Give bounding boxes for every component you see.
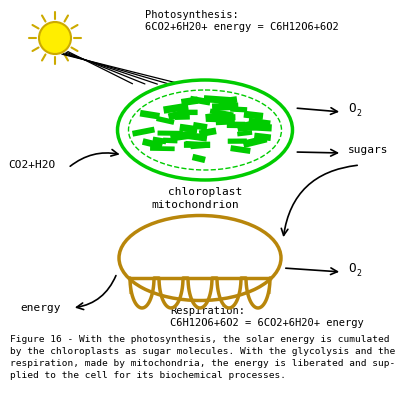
FancyBboxPatch shape (158, 130, 183, 136)
Text: mitochondrion: mitochondrion (151, 200, 239, 210)
FancyBboxPatch shape (132, 127, 155, 136)
FancyBboxPatch shape (172, 131, 190, 138)
Ellipse shape (128, 90, 282, 170)
FancyBboxPatch shape (210, 108, 234, 118)
FancyBboxPatch shape (230, 106, 247, 112)
FancyBboxPatch shape (244, 111, 263, 120)
FancyBboxPatch shape (184, 132, 208, 142)
FancyBboxPatch shape (175, 114, 190, 120)
FancyBboxPatch shape (193, 122, 208, 131)
FancyBboxPatch shape (140, 110, 160, 120)
FancyBboxPatch shape (190, 96, 211, 106)
FancyBboxPatch shape (152, 137, 166, 144)
FancyBboxPatch shape (228, 138, 247, 144)
FancyBboxPatch shape (179, 124, 198, 133)
Ellipse shape (119, 216, 281, 300)
FancyBboxPatch shape (206, 115, 219, 122)
Text: Photosynthesis:
6CO2+6H20+ energy = C6H12O6+6O2: Photosynthesis: 6CO2+6H20+ energy = C6H1… (145, 10, 339, 32)
FancyBboxPatch shape (204, 95, 230, 104)
FancyBboxPatch shape (205, 112, 226, 120)
Text: Figure 16 - With the photosynthesis, the solar energy is cumulated
by the chloro: Figure 16 - With the photosynthesis, the… (10, 335, 395, 380)
FancyBboxPatch shape (212, 114, 236, 121)
FancyBboxPatch shape (237, 119, 263, 131)
FancyBboxPatch shape (227, 122, 246, 128)
Text: energy: energy (20, 303, 60, 313)
FancyBboxPatch shape (168, 110, 183, 120)
Text: sugars: sugars (348, 145, 388, 155)
FancyBboxPatch shape (181, 96, 198, 106)
FancyBboxPatch shape (254, 133, 271, 141)
FancyBboxPatch shape (170, 130, 196, 142)
Text: CO2+H2O: CO2+H2O (8, 160, 55, 170)
FancyBboxPatch shape (190, 143, 210, 149)
FancyBboxPatch shape (150, 146, 175, 151)
FancyBboxPatch shape (218, 97, 236, 106)
FancyBboxPatch shape (199, 128, 217, 137)
FancyBboxPatch shape (212, 102, 238, 111)
FancyBboxPatch shape (238, 124, 262, 132)
FancyBboxPatch shape (216, 118, 235, 125)
FancyBboxPatch shape (248, 123, 272, 132)
FancyBboxPatch shape (163, 103, 189, 114)
Text: 2: 2 (356, 268, 361, 278)
Text: Respiration:
C6H12O6+6O2 = 6CO2+6H20+ energy: Respiration: C6H12O6+6O2 = 6CO2+6H20+ en… (170, 306, 364, 328)
FancyBboxPatch shape (163, 138, 178, 144)
Circle shape (39, 22, 71, 54)
FancyBboxPatch shape (230, 145, 251, 154)
Text: chloroplast: chloroplast (168, 187, 242, 197)
FancyBboxPatch shape (156, 116, 174, 125)
FancyBboxPatch shape (220, 96, 237, 105)
FancyBboxPatch shape (184, 142, 210, 148)
FancyBboxPatch shape (248, 118, 271, 127)
FancyBboxPatch shape (142, 138, 163, 149)
Text: O: O (348, 102, 356, 114)
FancyBboxPatch shape (185, 141, 210, 148)
Text: 2: 2 (356, 108, 361, 118)
FancyBboxPatch shape (242, 135, 267, 148)
FancyBboxPatch shape (192, 154, 206, 163)
Text: O: O (348, 262, 356, 274)
FancyBboxPatch shape (179, 110, 198, 115)
FancyBboxPatch shape (237, 130, 252, 136)
Ellipse shape (118, 80, 292, 180)
